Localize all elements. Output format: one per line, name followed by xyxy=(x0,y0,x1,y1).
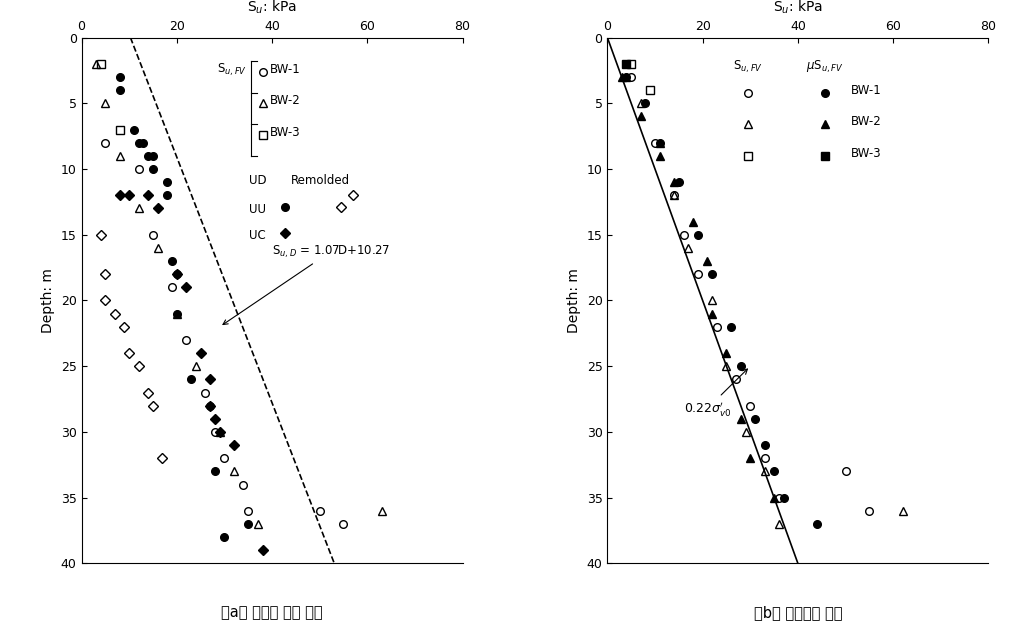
Text: 0.22$\sigma_{v0}^{\prime}$: 0.22$\sigma_{v0}^{\prime}$ xyxy=(684,369,747,418)
Title: S$_u$: kPa: S$_u$: kPa xyxy=(772,0,823,16)
Text: $\mu$S$_{u,FV}$: $\mu$S$_{u,FV}$ xyxy=(806,59,844,74)
Text: S$_{u,D}$ = 1.07D+10.27: S$_{u,D}$ = 1.07D+10.27 xyxy=(223,243,390,324)
Text: （a） 적용된 설계 정수: （a） 적용된 설계 정수 xyxy=(221,605,323,620)
Text: UD: UD xyxy=(250,174,267,187)
Text: S$_{u,FV}$: S$_{u,FV}$ xyxy=(217,61,248,78)
Title: S$_u$: kPa: S$_u$: kPa xyxy=(247,0,298,16)
Text: BW-1: BW-1 xyxy=(851,84,882,96)
Y-axis label: Depth: m: Depth: m xyxy=(41,268,55,333)
Text: S$_{u,FV}$: S$_{u,FV}$ xyxy=(734,59,763,75)
Text: UU: UU xyxy=(250,203,266,216)
Text: BW-3: BW-3 xyxy=(851,146,881,160)
Y-axis label: Depth: m: Depth: m xyxy=(568,268,581,333)
Text: Remolded: Remolded xyxy=(291,174,351,187)
Text: BW-1: BW-1 xyxy=(270,63,301,76)
Text: UC: UC xyxy=(250,230,266,242)
Text: BW-2: BW-2 xyxy=(851,115,882,128)
Text: BW-3: BW-3 xyxy=(270,126,301,139)
Text: BW-2: BW-2 xyxy=(270,94,301,107)
Text: （b） 재평가된 결과: （b） 재평가된 결과 xyxy=(754,605,842,620)
